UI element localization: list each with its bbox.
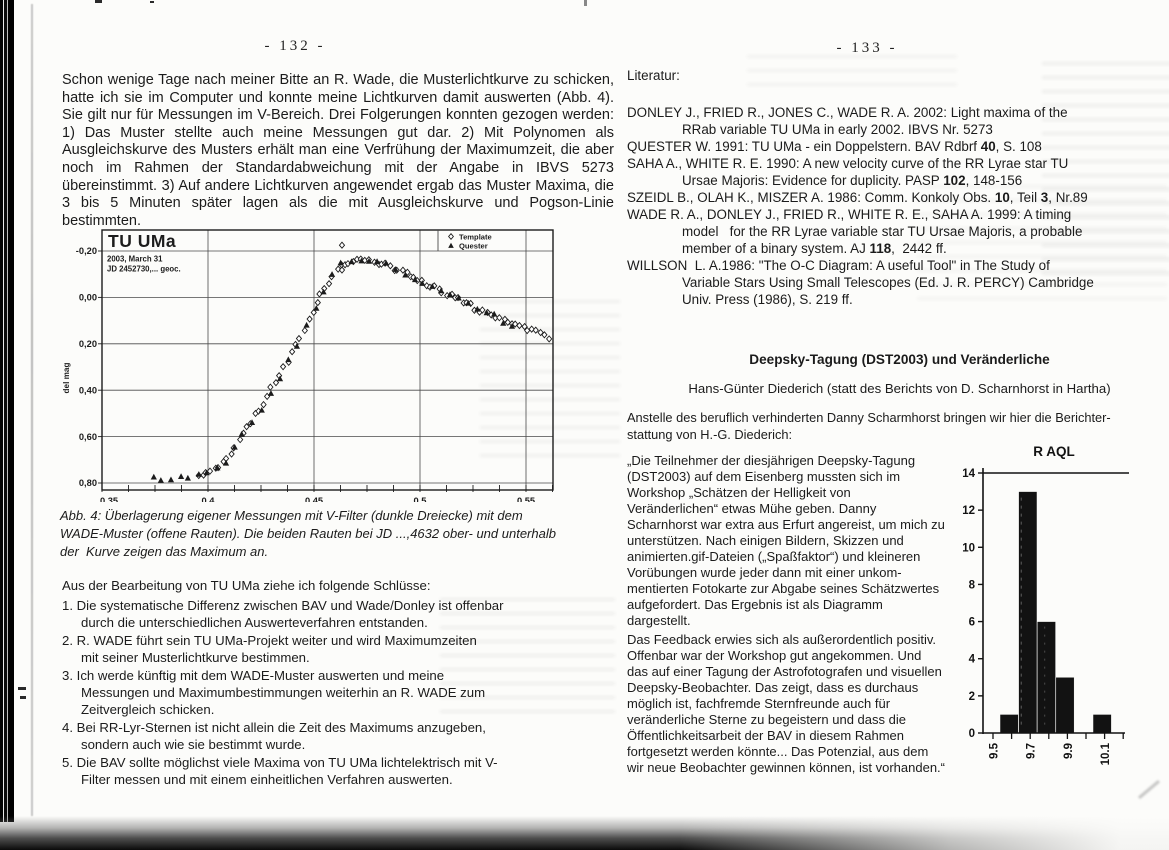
svg-text:0,45: 0,45 bbox=[305, 496, 323, 502]
conclusion-item: 4. Bei RR-Lyr-Sternen ist nicht allein d… bbox=[62, 720, 486, 752]
svg-text:Template: Template bbox=[459, 233, 492, 242]
tu-uma-chart-svg: -0,20 0,00 0,20 0,40 0,60 0,80 0,35 0,4 0,45 0,5 0… bbox=[62, 229, 554, 506]
quote-paragraph-2: Das Feedback erwies sich als außerordent… bbox=[627, 632, 945, 775]
svg-text:0,35: 0,35 bbox=[100, 496, 118, 502]
page-number-right: - 133 - bbox=[836, 40, 898, 56]
svg-text:6: 6 bbox=[969, 617, 975, 629]
svg-text:del mag: del mag bbox=[62, 363, 71, 394]
svg-text:9.7: 9.7 bbox=[1026, 743, 1038, 759]
reference-item: SZEIDL B., OLAH K., MISZER A. 1986: Comm… bbox=[627, 190, 1088, 205]
quester-series bbox=[150, 257, 516, 483]
svg-text:9.5: 9.5 bbox=[989, 742, 1001, 759]
svg-text:0,4: 0,4 bbox=[202, 496, 216, 502]
svg-text:Quester: Quester bbox=[459, 242, 488, 251]
svg-text:0,5: 0,5 bbox=[414, 496, 427, 502]
svg-text:8: 8 bbox=[969, 579, 976, 591]
svg-text:0: 0 bbox=[969, 728, 975, 740]
chart-title: TU UMa bbox=[108, 231, 176, 251]
svg-text:-0,20: -0,20 bbox=[76, 246, 97, 256]
page-133: - 133 - Literatur: DONLEY J., FRIED R., … bbox=[627, 0, 1169, 850]
template-series bbox=[195, 255, 553, 480]
conclusions-list: 1. Die systematische Differenz zwischen … bbox=[62, 597, 614, 789]
page-number-left: - 132 - bbox=[264, 38, 326, 54]
svg-text:2: 2 bbox=[969, 691, 975, 703]
reference-item: QUESTER W. 1991: TU UMa - ein Doppelster… bbox=[627, 139, 1042, 154]
section-subheading: Hans-Günter Diederich (statt des Bericht… bbox=[688, 381, 1111, 396]
conclusion-item: 3. Ich werde künftig mit dem WADE-Muster… bbox=[62, 668, 486, 717]
svg-text:0,40: 0,40 bbox=[79, 385, 97, 395]
histogram-bars bbox=[999, 491, 1112, 734]
svg-text:0,20: 0,20 bbox=[79, 339, 97, 349]
svg-text:2003, March 31: 2003, March 31 bbox=[107, 255, 163, 264]
scan-speck bbox=[18, 687, 26, 690]
svg-text:9.9: 9.9 bbox=[1063, 743, 1075, 759]
svg-text:JD 2452730,... geoc.: JD 2452730,... geoc. bbox=[107, 265, 181, 274]
scan-speck bbox=[95, 0, 102, 3]
reference-item: SAHA A., WHITE R. E. 1990: A new velocit… bbox=[627, 156, 1069, 188]
scan-edge-black-strip bbox=[0, 0, 14, 822]
reference-item: WILLSON L. A.1986: "The O-C Diagram: A u… bbox=[627, 258, 1094, 307]
scan-bottom-shadow-fade bbox=[680, 812, 1169, 850]
intro-paragraph: Schon wenige Tage nach meiner Bitte an R… bbox=[62, 72, 614, 229]
svg-text:0,00: 0,00 bbox=[79, 293, 97, 303]
svg-text:10.1: 10.1 bbox=[1100, 742, 1112, 765]
scan-speck bbox=[20, 696, 26, 699]
tu-uma-light-curve-chart: -0,20 0,00 0,20 0,40 0,60 0,80 0,35 0,4 0,45 0,5 0… bbox=[60, 228, 558, 506]
page-edge-line bbox=[31, 4, 33, 816]
conclusion-item: 2. R. WADE führt sein TU UMa-Projekt wei… bbox=[62, 633, 477, 665]
r-aql-histogram-chart: R AQL 0 2 4 6 8 10 12 14 9.5 9.7 9.9 10.1 bbox=[957, 440, 1169, 790]
conclusion-item: 1. Die systematische Differenz zwischen … bbox=[62, 598, 504, 630]
svg-text:14: 14 bbox=[962, 468, 975, 480]
svg-text:0,80: 0,80 bbox=[79, 478, 97, 488]
svg-text:4: 4 bbox=[969, 654, 976, 666]
conclusions-intro: Aus der Bearbeitung von TU UMa ziehe ich… bbox=[62, 578, 431, 593]
section-heading: Deepsky-Tagung (DST2003) und Veränderlic… bbox=[749, 352, 1050, 367]
quote-paragraph-1: „Die Teilnehmer der diesjährigen Deepsky… bbox=[627, 453, 945, 628]
maximum-outlier-diamonds bbox=[338, 241, 346, 274]
reference-item: DONLEY J., FRIED R., JONES C., WADE R. A… bbox=[627, 105, 1068, 137]
scan-speck bbox=[584, 0, 587, 6]
lead-paragraph: Anstelle des beruflich verhinderten Dann… bbox=[627, 410, 1111, 442]
reference-item: WADE R. A., DONLEY J., FRIED R., WHITE R… bbox=[627, 207, 1083, 256]
svg-text:0,60: 0,60 bbox=[79, 432, 97, 442]
scan-speck bbox=[150, 1, 154, 3]
bleed-through-ghost bbox=[747, 55, 957, 95]
references-list: DONLEY J., FRIED R., JONES C., WADE R. A… bbox=[627, 104, 1169, 308]
svg-text:10: 10 bbox=[962, 542, 975, 554]
conclusion-item: 5. Die BAV sollte möglichst viele Maxima… bbox=[62, 755, 498, 787]
literature-label: Literatur: bbox=[627, 68, 680, 83]
chart-title: R AQL bbox=[1033, 444, 1075, 459]
figure-caption: Abb. 4: Überlagerung eigener Messungen m… bbox=[60, 508, 556, 559]
r-aql-chart-svg: R AQL 0 2 4 6 8 10 12 14 9.5 9.7 9.9 10.1 bbox=[962, 444, 1129, 765]
svg-text:12: 12 bbox=[962, 505, 975, 517]
page-132: - 132 - Schon wenige Tage nach meiner Bi… bbox=[60, 0, 620, 850]
svg-text:0,55: 0,55 bbox=[517, 496, 535, 502]
